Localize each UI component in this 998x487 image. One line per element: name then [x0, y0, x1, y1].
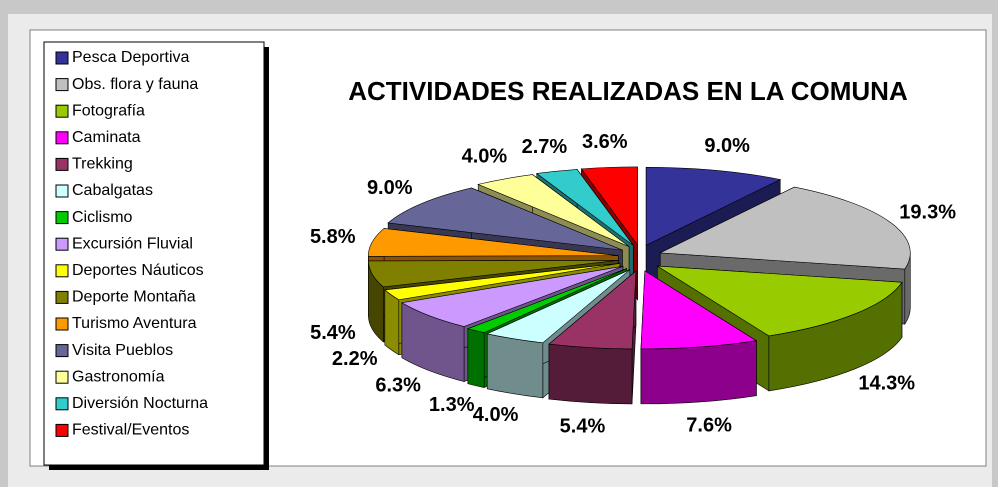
- data-label: 5.8%: [310, 226, 356, 248]
- legend-label: Deporte Montaña: [72, 289, 196, 306]
- slice-wall: [486, 333, 544, 399]
- legend-swatch: [55, 51, 69, 65]
- legend-label: Festival/Eventos: [72, 422, 189, 439]
- legend-label: Pesca Deportiva: [72, 49, 189, 66]
- data-label: 5.4%: [310, 322, 356, 344]
- slice-top: [657, 265, 903, 337]
- data-label: 5.4%: [560, 415, 606, 437]
- slice-wall: [467, 328, 485, 388]
- legend-swatch: [55, 264, 69, 278]
- legend-swatch: [55, 237, 69, 251]
- data-label: 1.3%: [429, 394, 475, 416]
- slice-top: [536, 169, 634, 246]
- legend-label: Fotografía: [72, 102, 145, 119]
- data-label: 6.3%: [375, 375, 421, 397]
- data-label: 2.7%: [522, 136, 568, 158]
- slice-top: [580, 166, 638, 246]
- slice: [640, 270, 758, 405]
- legend-label: Turismo Aventura: [72, 315, 197, 332]
- legend-swatch: [55, 397, 69, 411]
- data-label: 19.3%: [899, 201, 956, 223]
- slice-top: [401, 266, 624, 327]
- legend-swatch: [55, 344, 69, 358]
- legend-swatch: [55, 131, 69, 145]
- slice-wall: [384, 289, 400, 356]
- data-label: 14.3%: [858, 372, 915, 394]
- legend-swatch: [55, 184, 69, 198]
- legend-label: Gastronomía: [72, 368, 165, 385]
- legend-label: Caminata: [72, 129, 141, 146]
- slice-top: [387, 187, 623, 251]
- slice-top: [548, 270, 637, 350]
- chart-title: ACTIVIDADES REALIZADAS EN LA COMUNA: [348, 76, 908, 106]
- slice-top: [645, 167, 782, 246]
- data-label: 9.0%: [704, 135, 750, 157]
- slice-top: [477, 174, 630, 247]
- legend-label: Visita Pueblos: [72, 342, 173, 359]
- slice: [548, 270, 637, 405]
- legend-swatch: [55, 290, 69, 304]
- slice-top: [368, 260, 619, 288]
- legend-swatch: [55, 211, 69, 225]
- legend-label: Cabalgatas: [72, 182, 153, 199]
- slice-top: [659, 186, 911, 270]
- legend-label: Ciclismo: [72, 209, 133, 226]
- data-label: 9.0%: [367, 177, 413, 199]
- legend-swatch: [55, 423, 69, 437]
- data-label: 3.6%: [582, 131, 628, 153]
- legend: [43, 41, 265, 466]
- legend-swatch: [55, 370, 69, 384]
- slice-wall: [640, 340, 757, 405]
- legend-label: Deportes Náuticos: [72, 262, 204, 279]
- slice-top: [640, 270, 758, 350]
- legend-swatch: [55, 317, 69, 331]
- legend-swatch: [55, 104, 69, 118]
- data-label: 2.2%: [332, 348, 378, 370]
- legend-label: Obs. flora y fauna: [72, 76, 198, 93]
- legend-label: Diversión Nocturna: [72, 395, 208, 412]
- legend-swatch: [55, 78, 69, 92]
- legend-swatch: [55, 157, 69, 171]
- slice-top: [384, 263, 620, 301]
- slice-top: [486, 269, 631, 344]
- slice-top: [466, 268, 627, 333]
- slice-wall: [548, 343, 633, 405]
- legend-label: Excursión Fluvial: [72, 235, 193, 252]
- slice-top: [368, 228, 619, 257]
- data-label: 4.0%: [473, 404, 519, 426]
- data-label: 4.0%: [462, 146, 508, 168]
- data-label: 7.6%: [686, 414, 732, 436]
- legend-label: Trekking: [72, 156, 133, 173]
